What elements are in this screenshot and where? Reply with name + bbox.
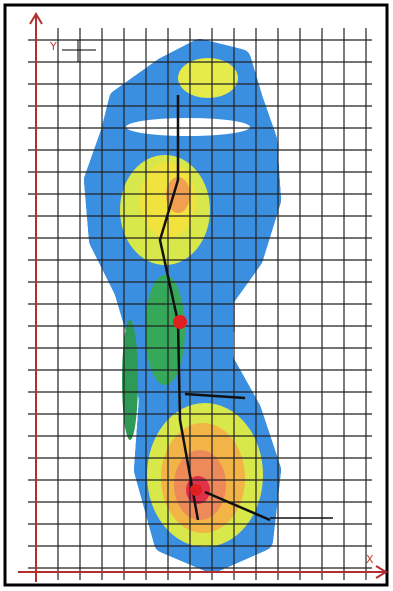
y-axis-label: Y bbox=[49, 40, 57, 53]
pressure-map: Y X bbox=[0, 0, 393, 591]
toe-yellow bbox=[178, 58, 238, 98]
x-axis-label: X bbox=[366, 553, 374, 566]
cop-point bbox=[173, 315, 187, 329]
cop-point bbox=[190, 484, 202, 496]
toe-gap bbox=[126, 118, 250, 136]
page: Y X (() => { const data = JSON.parse(doc… bbox=[0, 0, 393, 591]
